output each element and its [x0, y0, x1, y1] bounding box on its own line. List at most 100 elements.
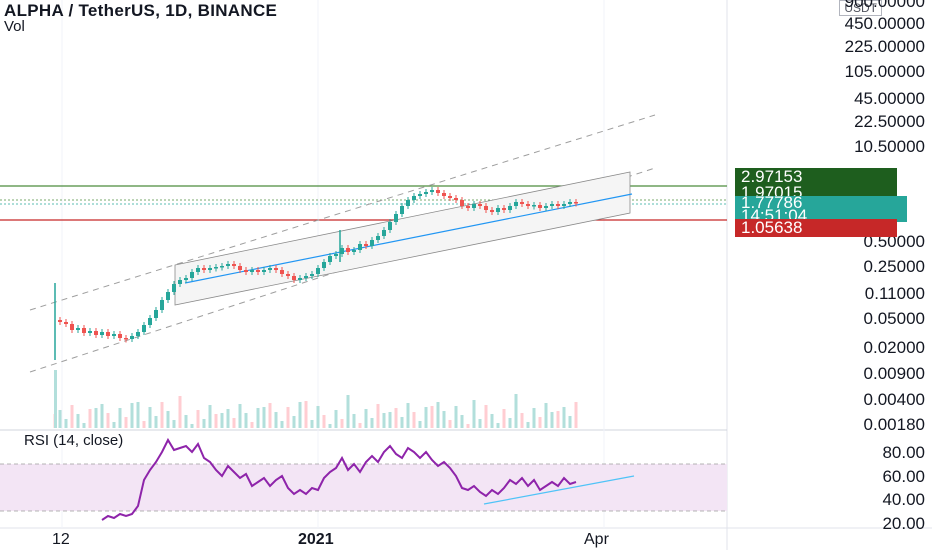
volume-bar	[412, 412, 416, 428]
volume-bar	[382, 413, 386, 428]
volume-bar	[358, 423, 362, 428]
volume-bar	[394, 408, 398, 428]
volume-bar	[490, 414, 494, 428]
volume-bar	[562, 407, 566, 428]
volume-bar	[220, 413, 224, 428]
volume-bar	[196, 410, 200, 428]
candle-body	[502, 208, 506, 210]
candle-body	[556, 204, 560, 206]
volume-bar	[178, 396, 182, 428]
rsi-band	[0, 464, 727, 511]
volume-bar	[118, 408, 122, 428]
volume-bar	[322, 415, 326, 428]
candle-body	[562, 204, 566, 206]
volume-bar	[82, 423, 86, 428]
price-tick: 105.00000	[844, 62, 925, 81]
candle-body	[358, 244, 362, 250]
candle-body	[70, 324, 74, 330]
candle-body	[520, 202, 524, 204]
volume-bar	[496, 423, 500, 428]
volume-bar	[280, 421, 284, 428]
candle-body	[346, 248, 350, 252]
volume-bar	[244, 413, 248, 428]
volume-bar	[526, 422, 530, 428]
candle-body	[172, 284, 176, 292]
candle-body	[256, 270, 260, 272]
volume-bar	[202, 419, 206, 428]
candle-body	[142, 325, 146, 332]
candle-body	[244, 270, 248, 272]
volume-bar	[160, 402, 164, 428]
candle-body	[514, 202, 518, 206]
volume-bar	[166, 411, 170, 428]
candle-body	[490, 210, 494, 212]
candle-body	[436, 190, 440, 193]
candle-body	[262, 270, 266, 272]
candle-body	[286, 274, 290, 276]
candle-body	[136, 332, 140, 336]
volume-bar	[58, 410, 62, 428]
candle-body	[550, 204, 554, 206]
volume-bar	[544, 403, 548, 428]
candle-body	[154, 310, 158, 318]
volume-bar	[226, 409, 230, 428]
volume-bar	[328, 424, 332, 428]
candle-body	[412, 196, 416, 200]
candle-body	[460, 200, 464, 206]
candle-body	[382, 230, 386, 236]
candle-body	[526, 204, 530, 206]
candle-body	[484, 206, 488, 210]
candle-body	[226, 264, 230, 266]
rsi-tick: 40.00	[882, 490, 925, 509]
volume-bar	[316, 406, 320, 428]
volume-bar	[136, 402, 140, 428]
volume-bar	[274, 412, 278, 428]
volume-bar	[352, 414, 356, 428]
volume-bar	[184, 415, 188, 428]
candle-body	[544, 206, 548, 208]
candle-body	[304, 276, 308, 278]
price-tick: 0.25000	[863, 257, 925, 276]
currency-unit: USDT	[839, 0, 882, 16]
volume-bar	[454, 406, 458, 428]
candle-body	[370, 240, 374, 246]
volume-bar	[514, 394, 518, 428]
volume-bar	[424, 407, 428, 428]
candle-body	[190, 272, 194, 278]
rsi-label: RSI (14, close)	[24, 432, 124, 449]
price-tick: 22.50000	[854, 112, 925, 131]
candle-body	[130, 336, 134, 339]
volume-bar	[142, 421, 146, 428]
volume-bar	[94, 408, 98, 428]
candle-body	[298, 278, 302, 280]
volume-bar	[124, 417, 128, 428]
volume-bar	[442, 411, 446, 428]
volume-bar	[112, 422, 116, 428]
volume-bar	[76, 414, 80, 428]
candle-body	[406, 200, 410, 206]
candle-body	[394, 214, 398, 222]
candle-body	[82, 328, 86, 333]
candle-body	[64, 322, 68, 324]
candle-body	[352, 250, 356, 252]
volume-bar	[292, 416, 296, 428]
candle-body	[538, 205, 542, 208]
candle-body	[472, 204, 476, 208]
price-tick: 0.02000	[863, 338, 925, 357]
volume-bar	[172, 420, 176, 428]
candle-body	[430, 190, 434, 192]
volume-bar	[340, 419, 344, 428]
volume-bar	[232, 418, 236, 428]
candle-body	[334, 254, 338, 256]
volume-bar	[460, 415, 464, 428]
candle-body	[316, 268, 320, 274]
volume-bar	[448, 420, 452, 428]
volume-bar	[466, 424, 470, 428]
volume-bar	[54, 370, 57, 428]
symbol-title[interactable]: ALPHA / TetherUS, 1D, BINANCE	[4, 1, 278, 20]
candle-body	[388, 222, 392, 230]
volume-bar	[268, 403, 272, 428]
candle-body	[574, 202, 578, 204]
candle-body	[112, 334, 116, 336]
